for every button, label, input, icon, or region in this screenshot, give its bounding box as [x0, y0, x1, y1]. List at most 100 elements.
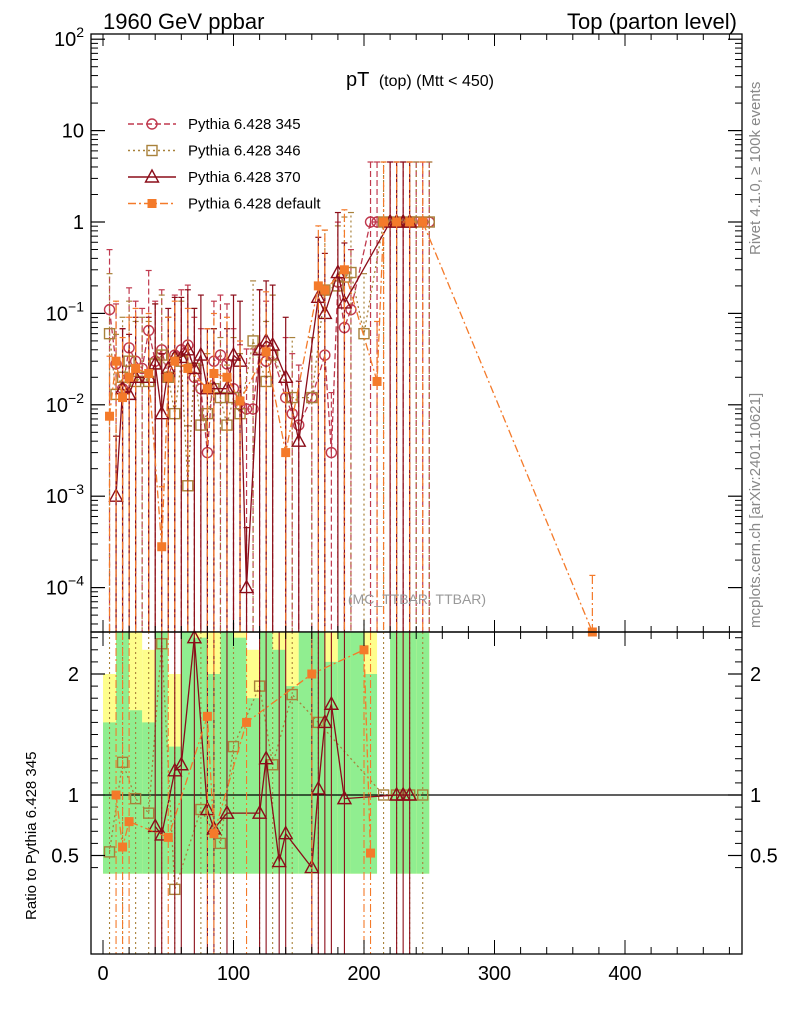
ratio-p370-line	[154, 637, 410, 870]
legend-label-p346: Pythia 6.428 346	[188, 143, 301, 160]
ratio-xtick-label: 200	[347, 963, 380, 985]
main-pdef-point	[320, 285, 330, 295]
legend-marker-p345	[146, 118, 158, 130]
header-right-title: Top (parton level)	[567, 9, 737, 34]
ratio-pdef-point	[111, 790, 121, 800]
main-p370-point	[173, 348, 189, 364]
main-ytick-label: 10−1	[46, 298, 84, 325]
band-inner	[364, 674, 378, 874]
main-pdef-point	[183, 363, 193, 373]
main-ytick-label-exp: 2	[76, 24, 84, 40]
legend: Pythia 6.428 345 Pythia 6.428 346 Pythia 6…	[128, 116, 321, 213]
ratio-p370-point	[251, 804, 268, 819]
main-pdef-point	[131, 363, 141, 373]
ratio-pdef-point	[124, 817, 134, 827]
ratio-p370-point	[401, 786, 418, 801]
main-pdef-point	[202, 384, 212, 394]
band-inner	[181, 632, 195, 874]
ratio-pdef-point	[242, 717, 252, 727]
main-p370-point	[264, 336, 281, 351]
main-pdef-point	[163, 372, 173, 382]
main-pdef-point	[392, 217, 402, 227]
plot-title-sub: (top) (Mtt < 450)	[379, 73, 494, 90]
main-p345-point	[247, 403, 259, 415]
main-p345-point	[345, 303, 357, 316]
main-ytick-label: 10−2	[46, 390, 84, 417]
legend-marker-p346	[146, 144, 158, 157]
ratio-ytick-label-right: 0.5	[750, 846, 778, 868]
main-pdef-point	[405, 217, 415, 227]
main-pdef-point	[111, 356, 121, 366]
main-ytick-label-exp: −4	[68, 573, 84, 589]
main-p370-point	[238, 579, 255, 594]
ratio-pdef-line	[115, 648, 372, 854]
header-left-title: 1960 GeV ppbar	[103, 9, 264, 34]
main-ytick-label-exp: −3	[68, 481, 84, 497]
mcplots-label: mcplots.cern.ch [arXiv:2401.10621]	[747, 393, 764, 628]
main-ytick-label-base: 10	[46, 486, 68, 508]
ratio-pdef-point	[202, 711, 212, 721]
main-p346-line	[108, 221, 430, 486]
ratio-xtick-label: 400	[608, 963, 641, 985]
legend-label-p345: Pythia 6.428 345	[188, 116, 301, 133]
ratio-p370-point	[173, 756, 189, 771]
ratio-uncertainty-band	[103, 632, 430, 874]
main-ytick-label: 1	[73, 212, 84, 234]
main-pdef-point	[105, 411, 115, 421]
main-ytick-label-base: 10	[62, 121, 84, 143]
ratio-p370-point	[258, 750, 274, 765]
ratio-ytick-label-left: 1	[68, 785, 79, 807]
main-p345-point	[103, 303, 116, 316]
main-pdef-point	[170, 356, 180, 366]
main-p346-point	[103, 327, 116, 340]
main-pdef-point	[418, 217, 428, 227]
ratio-pdef-point	[366, 848, 376, 858]
ratio-p370-point	[147, 817, 163, 833]
main-pdef-point	[235, 396, 245, 406]
main-ytick-label-base: 10	[54, 29, 76, 51]
main-pdef-point	[379, 217, 389, 227]
band-inner	[298, 632, 312, 874]
legend-marker-pdef	[147, 199, 157, 208]
main-ytick-label: 10−4	[46, 573, 84, 600]
ratio-p346-line	[108, 643, 423, 890]
ratio-pdef-point	[209, 829, 219, 839]
ratio-p346-point	[227, 740, 240, 753]
main-p370-point	[180, 341, 196, 356]
main-series-layer	[103, 161, 597, 637]
ratio-p370-point	[186, 629, 203, 644]
main-pdef-point	[124, 372, 134, 382]
main-p345-point	[214, 349, 227, 361]
ratio-ytick-label-right: 2	[750, 664, 761, 686]
main-ytick-label: 102	[54, 24, 84, 51]
main-ytick-label-base: 10	[46, 578, 68, 600]
main-ytick-label-base: 10	[46, 395, 68, 417]
main-p346-point	[286, 391, 298, 404]
main-pdef-point	[118, 393, 128, 403]
main-pdef-point	[144, 369, 154, 379]
legend-marker-p370	[144, 168, 160, 183]
main-p345-point	[325, 446, 338, 459]
main-ytick-label: 10−3	[46, 481, 84, 508]
plot-title: pT (top) (Mtt < 450)	[346, 69, 494, 91]
main-p370-point	[225, 346, 242, 361]
main-ytick-label-base: 1	[73, 212, 84, 234]
band-inner	[129, 710, 143, 874]
main-p370-point	[291, 432, 307, 447]
band-inner	[350, 632, 364, 874]
ratio-p346-point	[103, 846, 116, 858]
ratio-axes: 2 2 1 1 0.5 0.5 0 100 200 300 400	[51, 632, 778, 985]
ratio-ytick-label-left: 2	[68, 664, 79, 686]
ratio-xtick-label: 0	[97, 963, 108, 985]
ratio-pdef-point	[359, 645, 369, 655]
main-pdef-point	[261, 347, 271, 357]
main-ytick-label-exp: −2	[68, 390, 84, 406]
ratio-p370-point	[336, 790, 353, 805]
ratio-p346-point	[129, 792, 142, 805]
ratio-y-axis-label: Ratio to Pythia 6.428 345	[23, 752, 40, 920]
main-pdef-point	[157, 542, 167, 552]
ratio-p346-point	[417, 789, 429, 801]
ratio-p346-point	[214, 837, 227, 850]
main-pdef-point	[372, 376, 382, 386]
